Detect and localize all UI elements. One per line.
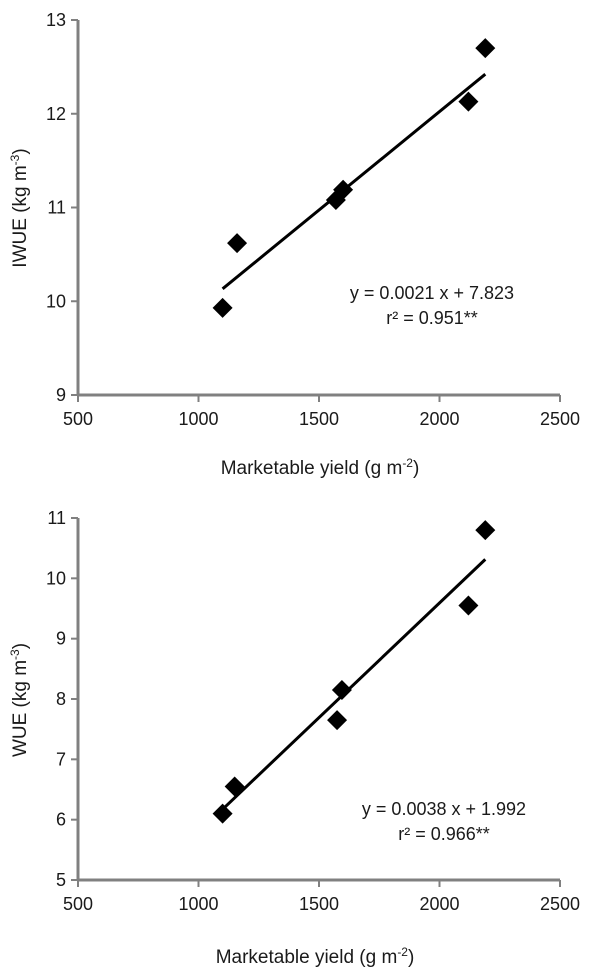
- wue-y-tick-label: 11: [47, 508, 66, 528]
- wue-x-tick-label: 1500: [299, 894, 339, 914]
- wue-y-tick-label: 9: [56, 629, 66, 649]
- wue-y-tick-label: 7: [56, 749, 66, 769]
- iwue-y-tick-label: 12: [46, 104, 66, 124]
- iwue-data-point: [475, 38, 496, 59]
- iwue-trendline: [221, 73, 487, 290]
- wue-y-tick-label: 5: [56, 870, 66, 890]
- iwue-y-tick-label: 9: [56, 385, 66, 405]
- wue-x-tick-label: 1000: [178, 894, 218, 914]
- iwue-x-tick-label: 2000: [419, 409, 459, 429]
- iwue-x-axis-label: Marketable yield (g m-2): [221, 456, 420, 479]
- iwue-data-point: [227, 233, 248, 254]
- iwue-y-tick-label: 13: [46, 10, 66, 30]
- wue-data-point: [458, 595, 479, 616]
- iwue-x-tick-label: 1500: [299, 409, 339, 429]
- iwue-y-tick-label: 11: [47, 198, 66, 218]
- iwue-x-tick-label: 500: [63, 409, 93, 429]
- iwue-y-axis-label: IWUE (kg m-3): [8, 148, 31, 267]
- wue-x-tick-label: 500: [63, 894, 93, 914]
- wue-r-squared: r² = 0.966**: [398, 824, 490, 844]
- wue-chart: 5 6 7 8 9 10 11 500 1000 1500 2000 2500 Marketable …: [8, 508, 580, 968]
- iwue-data-point: [333, 179, 354, 200]
- iwue-data-point: [212, 297, 233, 318]
- wue-plot-area: 5 6 7 8 9 10 11 500 1000 1500 2000 2500: [46, 508, 580, 914]
- iwue-r-squared: r² = 0.951**: [386, 308, 478, 328]
- iwue-plot-area: 9 10 11 12 13 500 1000 1500 2000 2500: [46, 10, 580, 429]
- wue-y-tick-label: 8: [56, 689, 66, 709]
- iwue-y-tick-label: 10: [46, 291, 66, 311]
- wue-data-point: [212, 803, 233, 824]
- wue-y-axis-label: WUE (kg m-3): [8, 643, 31, 757]
- iwue-x-tick-label: 2500: [540, 409, 580, 429]
- wue-data-point: [327, 710, 348, 731]
- iwue-regression-equation: y = 0.0021 x + 7.823: [350, 283, 514, 303]
- wue-x-axis-label: Marketable yield (g m-2): [216, 945, 415, 968]
- wue-x-tick-label: 2500: [540, 894, 580, 914]
- wue-regression-equation: y = 0.0038 x + 1.992: [362, 799, 526, 819]
- iwue-data-point: [458, 91, 479, 112]
- iwue-x-tick-label: 1000: [178, 409, 218, 429]
- wue-y-tick-label: 6: [56, 810, 66, 830]
- wue-data-point: [475, 520, 496, 541]
- iwue-chart: 9 10 11 12 13 500 1000 1500 2000 2500 Marketable …: [8, 10, 580, 479]
- wue-x-tick-label: 2000: [419, 894, 459, 914]
- wue-trendline: [221, 558, 487, 811]
- wue-data-point: [331, 679, 352, 700]
- wue-y-tick-label: 10: [46, 568, 66, 588]
- wue-data-point: [224, 776, 245, 797]
